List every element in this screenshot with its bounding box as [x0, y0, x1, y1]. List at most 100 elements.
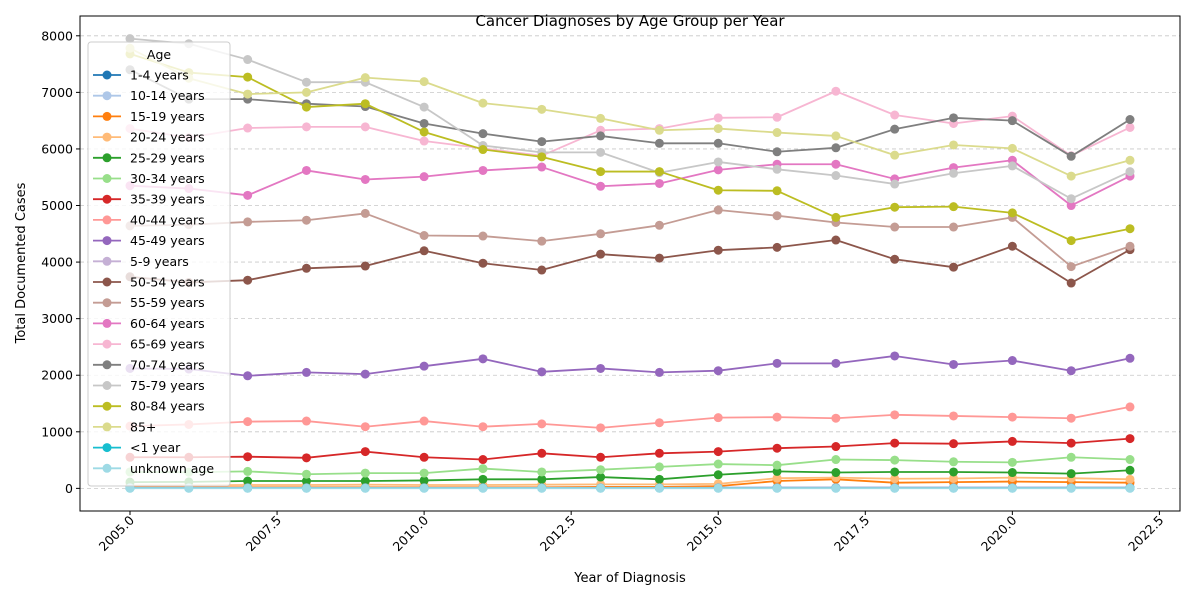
data-point: [1066, 171, 1076, 181]
data-point: [831, 413, 841, 423]
y-axis-ticks: 0 1000 2000 3000 4000 5000 6000 7000 8000: [41, 28, 80, 496]
legend-label: 70-74 years: [130, 357, 205, 372]
y-tick-label: 8000: [41, 28, 73, 43]
data-point: [419, 172, 429, 182]
chart-title: Cancer Diagnoses by Age Group per Year: [475, 12, 785, 30]
data-point: [360, 122, 370, 132]
data-point: [360, 447, 370, 457]
legend-swatch-marker: [102, 70, 112, 80]
data-point: [1007, 161, 1017, 171]
data-point: [301, 476, 311, 486]
data-point: [537, 483, 547, 493]
data-point: [831, 442, 841, 452]
data-point: [243, 275, 253, 285]
legend-item: 15-19 years: [93, 109, 205, 124]
series-17: [125, 43, 1135, 181]
legend-label: 65-69 years: [130, 337, 205, 352]
data-point: [419, 361, 429, 371]
data-point: [949, 222, 959, 232]
data-point: [1066, 278, 1076, 288]
data-point: [419, 231, 429, 240]
legend-swatch-marker: [102, 194, 112, 204]
data-point: [713, 447, 723, 457]
data-point: [772, 473, 782, 483]
data-point: [243, 483, 253, 493]
data-point: [301, 416, 311, 426]
data-point: [596, 113, 606, 123]
data-point: [596, 147, 606, 157]
data-point: [831, 358, 841, 368]
legend-label: 5-9 years: [130, 254, 189, 269]
data-point: [478, 422, 488, 432]
data-point: [243, 190, 253, 200]
data-point: [478, 165, 488, 175]
data-point: [301, 77, 311, 87]
legend-label: 55-59 years: [130, 295, 205, 310]
data-point: [1007, 436, 1017, 446]
data-point: [831, 455, 841, 465]
data-point: [596, 483, 606, 493]
data-point: [419, 483, 429, 493]
legend-item: 10-14 years: [93, 88, 205, 103]
data-point: [301, 165, 311, 175]
data-point: [419, 416, 429, 426]
data-point: [1066, 151, 1076, 161]
data-point: [596, 452, 606, 462]
series-line: [129, 159, 1131, 207]
data-point: [713, 138, 723, 148]
data-point: [1066, 413, 1076, 423]
legend-swatch-marker: [102, 443, 112, 453]
legend-item: 55-59 years: [93, 295, 205, 310]
data-point: [243, 452, 253, 462]
data-point: [713, 185, 723, 195]
legend-label: 45-49 years: [130, 233, 205, 248]
data-point: [419, 246, 429, 256]
data-point: [419, 77, 429, 87]
data-point: [478, 145, 488, 155]
series-line: [129, 476, 1131, 487]
data-point: [949, 168, 959, 178]
data-point: [596, 131, 606, 141]
legend-swatch-marker: [102, 381, 112, 390]
legend-item: 5-9 years: [93, 254, 189, 269]
legend-swatch-marker: [102, 463, 112, 473]
legend-label: 75-79 years: [130, 378, 205, 393]
series-line: [129, 469, 1131, 484]
series-line: [129, 456, 1131, 476]
data-point: [360, 208, 370, 218]
data-point: [243, 123, 253, 133]
legend-item: 35-39 years: [93, 192, 205, 207]
y-tick-label: 3000: [41, 311, 73, 326]
data-point: [949, 113, 959, 123]
data-point: [478, 258, 488, 268]
data-point: [772, 128, 782, 138]
y-axis-label: Total Documented Cases: [14, 182, 29, 344]
legend: Age 1-4 years 10-14 years 15-19 years 20-24 …: [87, 41, 231, 487]
data-point: [831, 86, 841, 96]
data-point: [713, 483, 723, 493]
data-point: [1007, 457, 1017, 467]
data-point: [1007, 143, 1017, 153]
data-point: [890, 410, 900, 420]
data-point: [537, 474, 547, 484]
legend-label: 20-24 years: [130, 130, 205, 145]
data-point: [419, 127, 429, 137]
data-point: [596, 249, 606, 259]
data-point: [831, 212, 841, 222]
data-point: [772, 483, 782, 493]
data-point: [713, 413, 723, 423]
data-point: [713, 366, 723, 376]
data-point: [713, 245, 723, 255]
data-point: [1125, 122, 1135, 132]
legend-swatch-marker: [102, 256, 112, 266]
data-point: [360, 174, 370, 184]
data-point: [1125, 455, 1135, 465]
data-point: [360, 483, 370, 493]
series-line: [129, 37, 1131, 200]
data-point: [537, 367, 547, 377]
data-point: [890, 179, 900, 189]
data-point: [654, 418, 664, 428]
data-point: [243, 217, 253, 227]
data-point: [831, 131, 841, 141]
